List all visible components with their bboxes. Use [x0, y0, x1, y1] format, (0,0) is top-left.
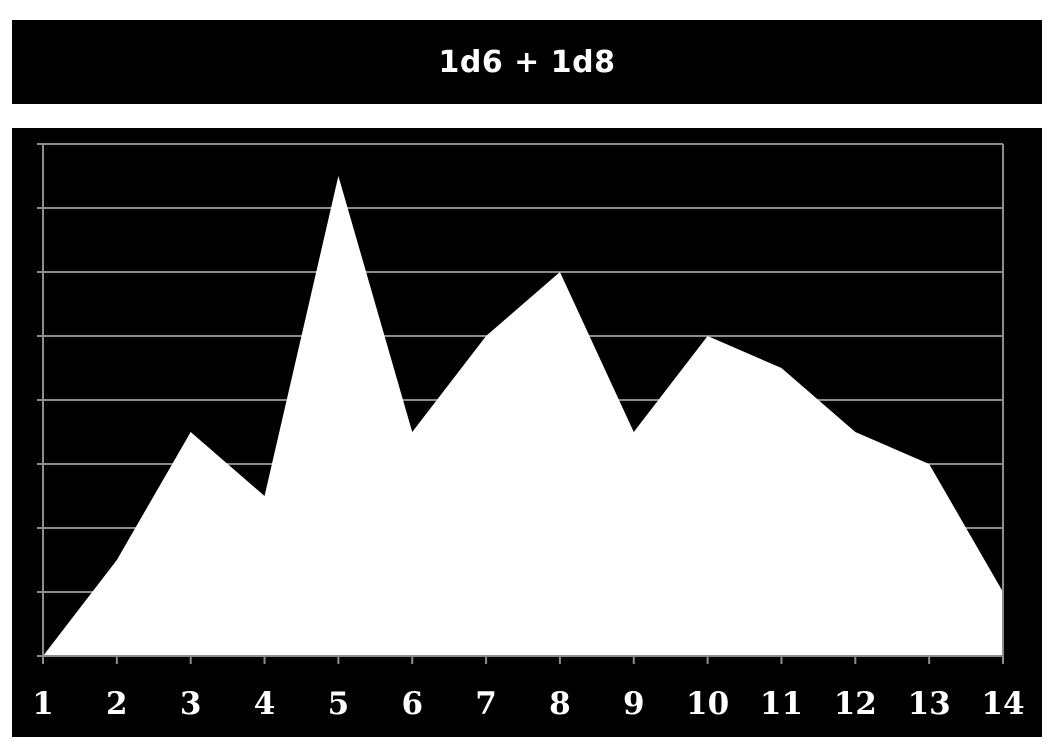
area-chart: 1 2 3 4 5 6 7 8 9 10 11 12 13 14	[32, 143, 1025, 722]
area-fill	[43, 176, 1003, 656]
x-tick-label-2: 2	[106, 686, 128, 722]
x-tick-label-1: 1	[32, 686, 54, 722]
chart-title-bar: 1d6 + 1d8	[12, 20, 1042, 104]
x-tick-label-9: 9	[623, 686, 645, 722]
chart-title: 1d6 + 1d8	[438, 44, 616, 80]
x-tick-labels: 1 2 3 4 5 6 7 8 9 10 11 12 13 14	[32, 686, 1024, 722]
x-tick-label-13: 13	[908, 686, 951, 722]
x-tick-label-7: 7	[475, 686, 497, 722]
x-tick-label-6: 6	[401, 686, 423, 722]
axes	[37, 143, 1004, 664]
x-tick-label-3: 3	[180, 686, 202, 722]
x-tick-label-14: 14	[981, 686, 1024, 722]
x-tick-label-8: 8	[549, 686, 571, 722]
x-tick-label-11: 11	[760, 686, 803, 722]
x-tick-label-12: 12	[834, 686, 877, 722]
area-series	[42, 175, 1004, 657]
chart-panel: 1 2 3 4 5 6 7 8 9 10 11 12 13 14	[12, 128, 1042, 737]
x-tick-label-4: 4	[254, 686, 276, 722]
x-tick-label-10: 10	[686, 686, 729, 722]
x-tick-label-5: 5	[328, 686, 350, 722]
